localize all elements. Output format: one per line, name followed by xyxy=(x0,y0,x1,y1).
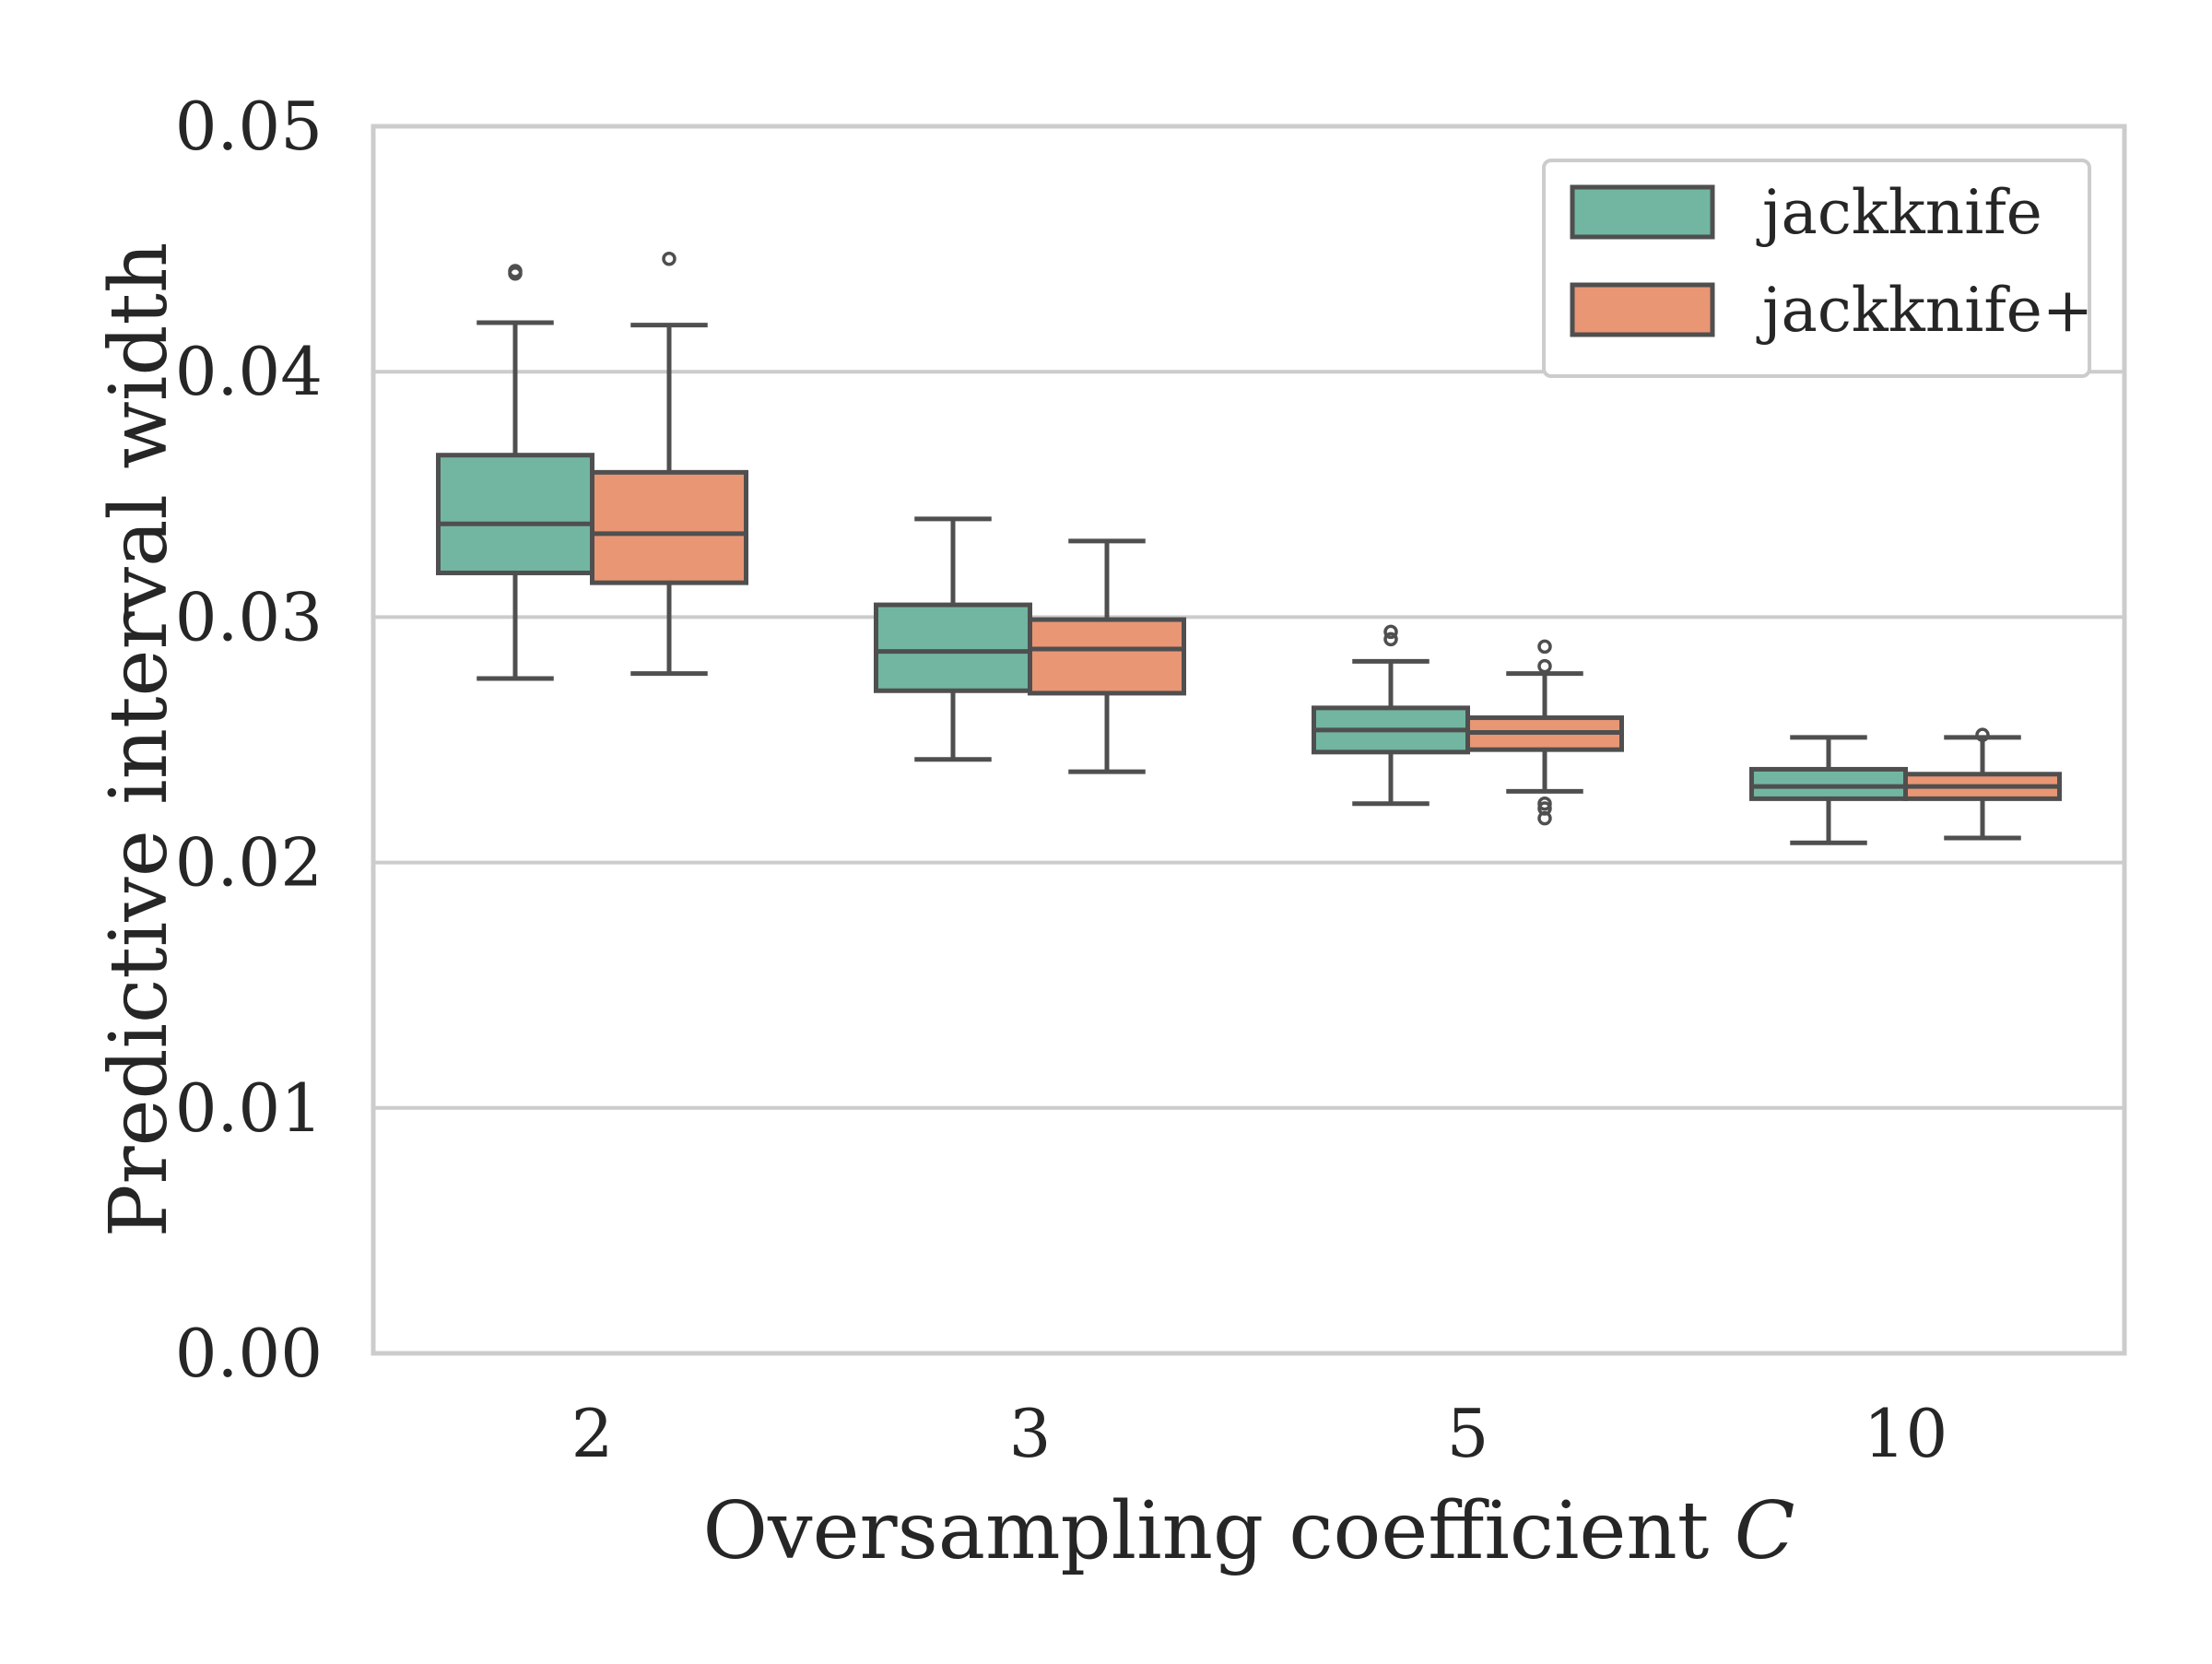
box-jackknife-plus-10 xyxy=(1903,727,2062,841)
outlier-point-0 xyxy=(1537,639,1552,655)
x-tick-label-2: 2 xyxy=(571,1395,614,1472)
iqr-box xyxy=(590,469,748,585)
outlier-point-0 xyxy=(1975,727,1990,742)
y-tick-label-1: 0.01 xyxy=(175,1069,323,1147)
iqr-box xyxy=(1028,617,1186,696)
outlier-point-0 xyxy=(662,251,677,266)
x-tick-label-5: 5 xyxy=(1447,1395,1489,1472)
box-jackknife-5 xyxy=(1312,624,1470,807)
legend: jackknife jackknife+ xyxy=(1542,159,2093,378)
y-tick-label-3: 0.03 xyxy=(175,578,323,655)
iqr-box xyxy=(1749,766,1908,801)
x-axis-label: Oversampling coefficient C xyxy=(703,1485,1795,1577)
box-jackknife-plus-3 xyxy=(1028,538,1186,774)
x-tick-label-10: 10 xyxy=(1864,1395,1948,1472)
outlier-point-1 xyxy=(1383,624,1398,640)
iqr-box xyxy=(436,453,594,575)
y-axis-label: Predictive interval width xyxy=(93,242,185,1238)
box-jackknife-plus-2 xyxy=(590,251,748,677)
outlier-point-0 xyxy=(1383,631,1398,647)
outlier-point-1 xyxy=(508,266,523,281)
box-jackknife-plus-5 xyxy=(1465,639,1624,826)
y-tick-label-2: 0.02 xyxy=(175,824,323,902)
outlier-point-4 xyxy=(1537,810,1552,826)
iqr-box xyxy=(874,602,1032,693)
y-tick-labels: 0.00 0.01 0.02 0.03 0.04 0.05 xyxy=(175,88,323,1392)
box-series xyxy=(436,251,2062,845)
plot-frame xyxy=(371,124,2127,1356)
box-jackknife-3 xyxy=(874,516,1032,762)
outlier-point-2 xyxy=(1537,796,1552,811)
y-tick-label-4: 0.04 xyxy=(175,333,323,410)
legend-swatch-jackknife xyxy=(1570,184,1715,240)
y-tick-label-5: 0.05 xyxy=(175,88,323,165)
x-tick-labels: 2 3 5 10 xyxy=(571,1395,1948,1472)
legend-swatch-jackknife-plus xyxy=(1570,282,1715,337)
x-tick-label-3: 3 xyxy=(1009,1395,1052,1472)
legend-label-jackknife-plus: jackknife+ xyxy=(1756,275,2093,346)
box-jackknife-10 xyxy=(1749,735,1908,845)
legend-label-jackknife: jackknife xyxy=(1756,177,2042,248)
y-tick-label-0: 0.00 xyxy=(175,1315,323,1392)
outlier-point-1 xyxy=(1537,658,1552,674)
